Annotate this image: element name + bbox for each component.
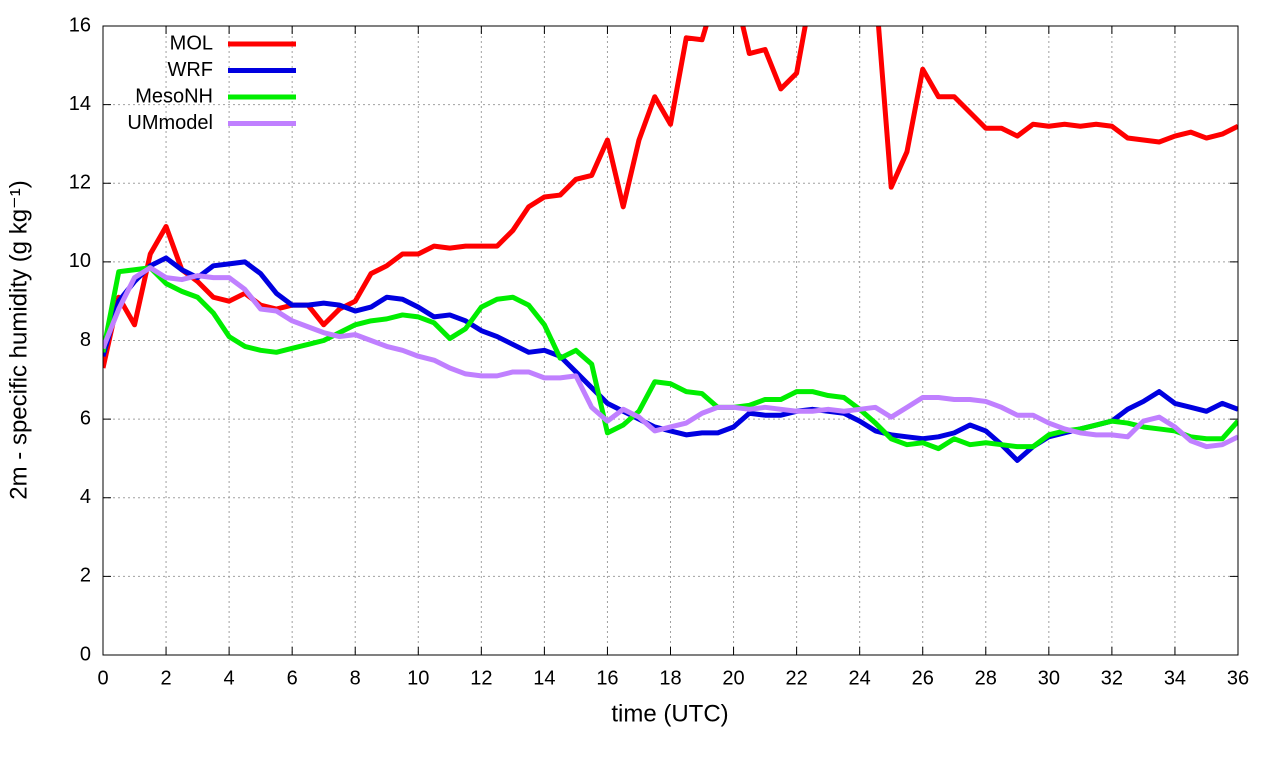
x-tick-label: 4 (224, 667, 235, 689)
x-tick-label: 32 (1101, 667, 1123, 689)
x-tick-label: 28 (975, 667, 997, 689)
y-tick-label: 0 (80, 643, 91, 665)
x-tick-label: 22 (785, 667, 807, 689)
y-tick-label: 14 (69, 93, 91, 115)
y-axis-label: 2m - specific humidity (g kg⁻¹) (5, 180, 32, 499)
y-tick-label: 12 (69, 172, 91, 194)
x-tick-label: 24 (849, 667, 871, 689)
x-tick-label: 8 (350, 667, 361, 689)
x-tick-label: 16 (596, 667, 618, 689)
x-tick-label: 12 (470, 667, 492, 689)
x-tick-label: 20 (722, 667, 744, 689)
x-tick-label: 10 (407, 667, 429, 689)
x-tick-label: 30 (1038, 667, 1060, 689)
x-axis-label: time (UTC) (611, 700, 728, 727)
y-tick-label: 16 (69, 14, 91, 36)
legend-label: WRF (167, 59, 213, 81)
y-tick-label: 8 (80, 329, 91, 351)
legend-label: UMmodel (127, 112, 213, 134)
legend-label: MOL (170, 32, 213, 54)
x-tick-label: 26 (912, 667, 934, 689)
y-tick-label: 4 (80, 486, 91, 508)
x-tick-label: 34 (1164, 667, 1186, 689)
legend: MOL WRF MesoNH UMmodel (127, 32, 296, 134)
x-tick-label: 2 (160, 667, 171, 689)
y-tick-label: 10 (69, 250, 91, 272)
x-tick-label: 18 (659, 667, 681, 689)
x-tick-label: 14 (533, 667, 555, 689)
plot-area (103, 26, 1238, 463)
y-tick-label: 6 (80, 407, 91, 429)
x-tick-label: 36 (1227, 667, 1249, 689)
x-tick-label: 6 (287, 667, 298, 689)
y-tick-label: 2 (80, 565, 91, 587)
legend-label: MesoNH (135, 85, 213, 107)
plot-frame (102, 25, 1239, 656)
series-line (103, 265, 1238, 450)
x-tick-label: 0 (97, 667, 108, 689)
series-line (103, 265, 1238, 452)
